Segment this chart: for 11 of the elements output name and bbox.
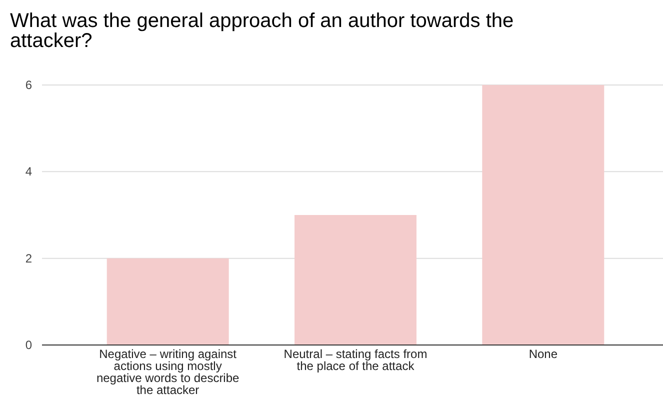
chart-title: What was the general approach of an author towards the attacker?: [10, 10, 514, 52]
bar: [106, 258, 229, 345]
bar: [482, 85, 604, 345]
bar: [294, 215, 416, 345]
y-tick-label: 2: [25, 251, 32, 266]
y-tick-label: 6: [25, 78, 32, 92]
y-tick-label: 4: [25, 164, 32, 179]
x-tick-label: Negative – writing against actions using mostly negative words to describe the attacker: [96, 347, 240, 397]
x-tick-label: None: [528, 347, 558, 361]
x-tick-label: Neutral – stating facts from the place of the attack: [284, 347, 428, 373]
y-tick-label: 0: [25, 338, 32, 352]
